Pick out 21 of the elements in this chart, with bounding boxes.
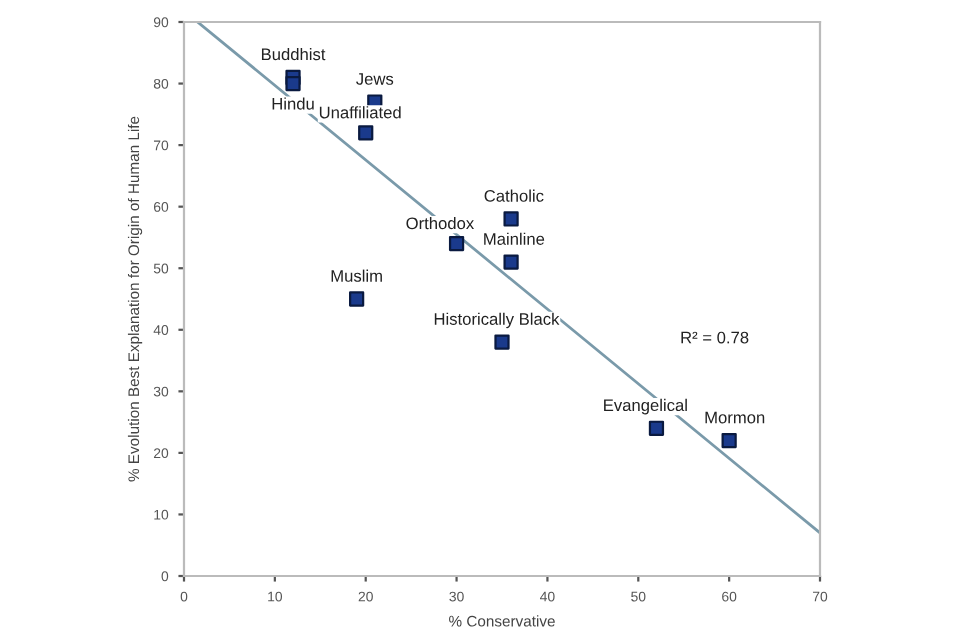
annotation: Unaffiliated [319, 106, 401, 119]
annotation: Mormon [705, 411, 765, 424]
point [285, 75, 301, 92]
annotation: Evangelical [604, 398, 687, 415]
annotation: Jews [356, 73, 394, 85]
point [494, 334, 510, 350]
point [721, 432, 737, 449]
annotation: Buddhist [261, 47, 326, 61]
point [503, 254, 519, 270]
annotation: Orthodox [406, 216, 475, 230]
point [503, 211, 519, 227]
annotation: Hindu [272, 97, 314, 110]
annotation: Mainline [484, 232, 545, 245]
annotation: Catholic [484, 189, 544, 202]
point [448, 235, 465, 252]
annotation: Muslim [331, 269, 382, 282]
annotation: R² = 0.78 [681, 331, 749, 344]
annotation: Historically Black [434, 312, 560, 329]
point [349, 291, 365, 307]
point [358, 125, 374, 141]
point [648, 420, 665, 436]
